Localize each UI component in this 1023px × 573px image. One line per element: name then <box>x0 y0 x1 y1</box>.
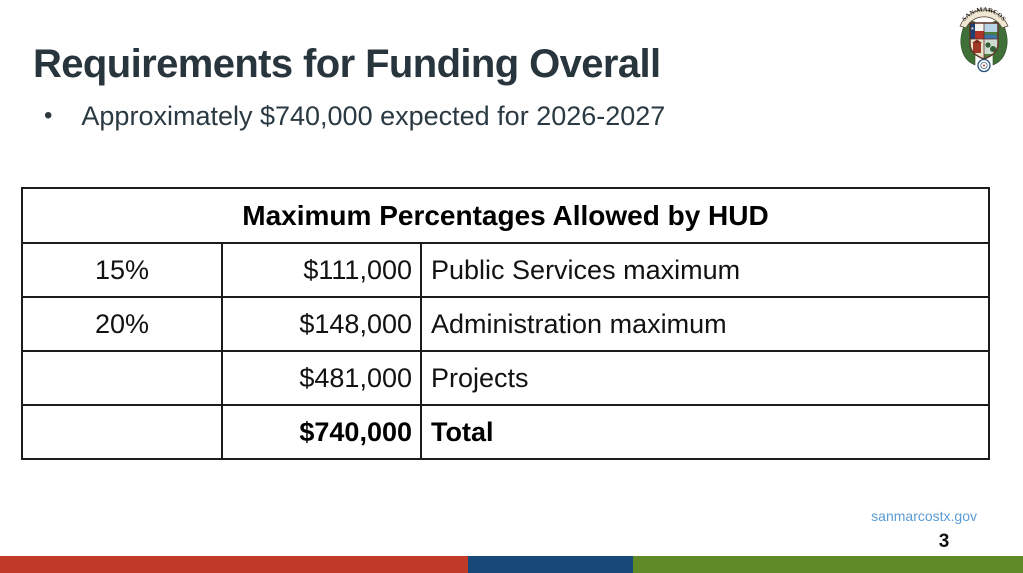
city-of-san-marcos-crest-icon: THE CITY OF SAN MARCOS <box>959 6 1009 73</box>
cell-percent <box>21 350 223 406</box>
accent-bar-red <box>0 556 468 573</box>
seal-center-dot <box>983 64 985 67</box>
cell-label: Public Services maximum <box>420 242 990 298</box>
cell-percent: 20% <box>21 296 223 352</box>
page-number: 3 <box>938 531 950 552</box>
footer-website-link[interactable]: sanmarcostx.gov <box>871 508 977 524</box>
bottom-accent-bar <box>0 556 1023 573</box>
cell-amount: $148,000 <box>221 296 422 352</box>
table-row: 20% $148,000 Administration maximum <box>21 296 990 352</box>
cell-percent: 15% <box>21 242 223 298</box>
bullet-dot: • <box>44 102 53 129</box>
cell-amount: $481,000 <box>221 350 422 406</box>
funding-table: Maximum Percentages Allowed by HUD 15% $… <box>21 187 990 460</box>
table-row: $481,000 Projects <box>21 350 990 406</box>
cell-amount: $740,000 <box>221 404 422 460</box>
banner-arch <box>959 9 1009 29</box>
bullet-item: • Approximately $740,000 expected for 20… <box>44 98 665 134</box>
seal-inner-ring <box>980 61 988 70</box>
cell-amount: $111,000 <box>221 242 422 298</box>
accent-bar-blue <box>468 556 633 573</box>
cell-label: Administration maximum <box>420 296 990 352</box>
table-row-total: $740,000 Total <box>21 404 990 460</box>
cell-percent <box>21 404 223 460</box>
table-header: Maximum Percentages Allowed by HUD <box>21 187 990 244</box>
cell-label: Total <box>420 404 990 460</box>
cell-label: Projects <box>420 350 990 406</box>
page-title: Requirements for Funding Overall <box>33 41 661 86</box>
table-row: 15% $111,000 Public Services maximum <box>21 242 990 298</box>
table-header-row: Maximum Percentages Allowed by HUD <box>21 187 990 244</box>
bullet-text: Approximately $740,000 expected for 2026… <box>81 101 666 131</box>
accent-bar-green <box>633 556 1023 573</box>
